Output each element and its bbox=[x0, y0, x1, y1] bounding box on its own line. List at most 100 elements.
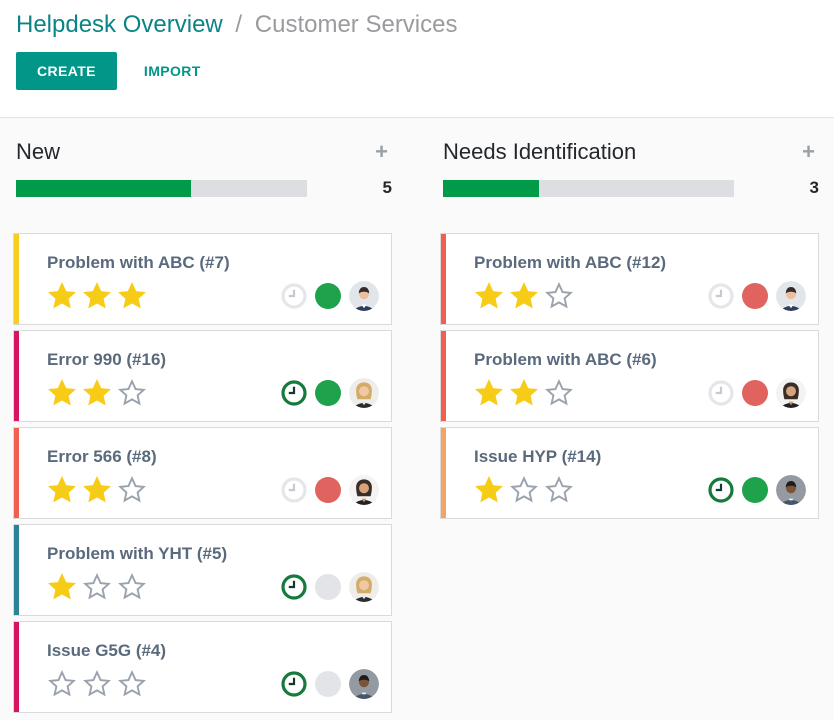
kanban-state-dot[interactable] bbox=[742, 380, 768, 406]
activity-clock-icon[interactable] bbox=[281, 380, 307, 406]
star-filled-icon[interactable] bbox=[47, 572, 77, 602]
column-progressbar-fill bbox=[16, 179, 191, 197]
card-color-bar bbox=[14, 525, 19, 615]
star-empty-icon[interactable] bbox=[544, 475, 574, 505]
star-empty-icon[interactable] bbox=[544, 378, 574, 408]
star-filled-icon[interactable] bbox=[82, 378, 112, 408]
card-title: Problem with ABC (#7) bbox=[47, 253, 230, 272]
card-icons bbox=[708, 378, 806, 408]
assignee-avatar[interactable] bbox=[349, 572, 379, 602]
create-button[interactable]: CREATE bbox=[16, 52, 117, 90]
priority-stars bbox=[47, 281, 147, 311]
card-bottom-row bbox=[47, 572, 379, 602]
assignee-avatar[interactable] bbox=[776, 281, 806, 311]
kanban-state-dot[interactable] bbox=[742, 283, 768, 309]
assignee-avatar[interactable] bbox=[349, 669, 379, 699]
activity-clock-icon[interactable] bbox=[708, 283, 734, 309]
kanban-column: New + 5 Problem with ABC (#7) Erro bbox=[13, 139, 392, 713]
column-progressbar-fill bbox=[443, 179, 540, 197]
import-button[interactable]: IMPORT bbox=[143, 63, 201, 79]
activity-clock-icon[interactable] bbox=[708, 477, 734, 503]
star-filled-icon[interactable] bbox=[47, 475, 77, 505]
star-filled-icon[interactable] bbox=[47, 378, 77, 408]
activity-clock-icon[interactable] bbox=[281, 283, 307, 309]
card-color-bar bbox=[441, 331, 446, 421]
star-filled-icon[interactable] bbox=[474, 475, 504, 505]
column-record-count: 3 bbox=[809, 178, 819, 197]
kanban-state-dot[interactable] bbox=[315, 574, 341, 600]
card-title: Issue G5G (#4) bbox=[47, 641, 167, 660]
button-row: CREATE IMPORT bbox=[16, 52, 818, 90]
card-icons bbox=[281, 572, 379, 602]
card-title: Issue HYP (#14) bbox=[474, 447, 602, 466]
card-title: Problem with ABC (#12) bbox=[474, 253, 667, 272]
activity-clock-icon[interactable] bbox=[281, 477, 307, 503]
star-empty-icon[interactable] bbox=[117, 475, 147, 505]
card-icons bbox=[281, 281, 379, 311]
star-filled-icon[interactable] bbox=[509, 378, 539, 408]
kanban-card[interactable]: Problem with ABC (#12) bbox=[440, 233, 819, 325]
star-filled-icon[interactable] bbox=[474, 281, 504, 311]
priority-stars bbox=[47, 378, 147, 408]
card-bottom-row bbox=[474, 281, 806, 311]
kanban-card[interactable]: Problem with YHT (#5) bbox=[13, 524, 392, 616]
card-color-bar bbox=[14, 622, 19, 712]
kanban-state-dot[interactable] bbox=[315, 380, 341, 406]
star-empty-icon[interactable] bbox=[82, 669, 112, 699]
activity-clock-icon[interactable] bbox=[281, 671, 307, 697]
card-color-bar bbox=[14, 234, 19, 324]
star-empty-icon[interactable] bbox=[117, 669, 147, 699]
star-filled-icon[interactable] bbox=[474, 378, 504, 408]
breadcrumb-helpdesk-overview[interactable]: Helpdesk Overview bbox=[16, 11, 223, 38]
star-empty-icon[interactable] bbox=[47, 669, 77, 699]
priority-stars bbox=[47, 669, 147, 699]
column-title: New bbox=[16, 139, 61, 164]
kanban-state-dot[interactable] bbox=[315, 477, 341, 503]
kanban-state-dot[interactable] bbox=[315, 671, 341, 697]
assignee-avatar[interactable] bbox=[349, 475, 379, 505]
star-empty-icon[interactable] bbox=[544, 281, 574, 311]
kanban-card[interactable]: Issue G5G (#4) bbox=[13, 621, 392, 713]
breadcrumb: Helpdesk Overview / Customer Services bbox=[16, 11, 818, 39]
card-icons bbox=[708, 475, 806, 505]
kanban-state-dot[interactable] bbox=[742, 477, 768, 503]
column-record-count: 5 bbox=[382, 178, 392, 197]
star-empty-icon[interactable] bbox=[117, 572, 147, 602]
add-record-plus-icon[interactable]: + bbox=[375, 139, 388, 164]
kanban-card[interactable]: Error 566 (#8) bbox=[13, 427, 392, 519]
kanban-card[interactable]: Problem with ABC (#6) bbox=[440, 330, 819, 422]
assignee-avatar[interactable] bbox=[776, 475, 806, 505]
star-empty-icon[interactable] bbox=[509, 475, 539, 505]
kanban-card[interactable]: Issue HYP (#14) bbox=[440, 427, 819, 519]
kanban-board: New + 5 Problem with ABC (#7) Erro bbox=[0, 118, 834, 720]
star-filled-icon[interactable] bbox=[82, 475, 112, 505]
card-title: Problem with ABC (#6) bbox=[474, 350, 657, 369]
card-icons bbox=[281, 669, 379, 699]
star-filled-icon[interactable] bbox=[117, 281, 147, 311]
add-record-plus-icon[interactable]: + bbox=[802, 139, 815, 164]
assignee-avatar[interactable] bbox=[349, 378, 379, 408]
column-progressbar[interactable] bbox=[16, 179, 307, 197]
kanban-card[interactable]: Error 990 (#16) bbox=[13, 330, 392, 422]
star-empty-icon[interactable] bbox=[82, 572, 112, 602]
card-bottom-row bbox=[47, 378, 379, 408]
priority-stars bbox=[47, 475, 147, 505]
activity-clock-icon[interactable] bbox=[281, 574, 307, 600]
column-progress-row: 5 bbox=[13, 178, 392, 198]
column-progressbar[interactable] bbox=[443, 179, 734, 197]
control-panel: Helpdesk Overview / Customer Services CR… bbox=[0, 0, 834, 118]
column-header: New + bbox=[13, 139, 392, 165]
activity-clock-icon[interactable] bbox=[708, 380, 734, 406]
star-filled-icon[interactable] bbox=[47, 281, 77, 311]
star-empty-icon[interactable] bbox=[117, 378, 147, 408]
kanban-card[interactable]: Problem with ABC (#7) bbox=[13, 233, 392, 325]
star-filled-icon[interactable] bbox=[82, 281, 112, 311]
card-color-bar bbox=[441, 234, 446, 324]
star-filled-icon[interactable] bbox=[509, 281, 539, 311]
card-color-bar bbox=[14, 331, 19, 421]
card-title: Problem with YHT (#5) bbox=[47, 544, 228, 563]
assignee-avatar[interactable] bbox=[349, 281, 379, 311]
kanban-state-dot[interactable] bbox=[315, 283, 341, 309]
card-bottom-row bbox=[47, 281, 379, 311]
assignee-avatar[interactable] bbox=[776, 378, 806, 408]
